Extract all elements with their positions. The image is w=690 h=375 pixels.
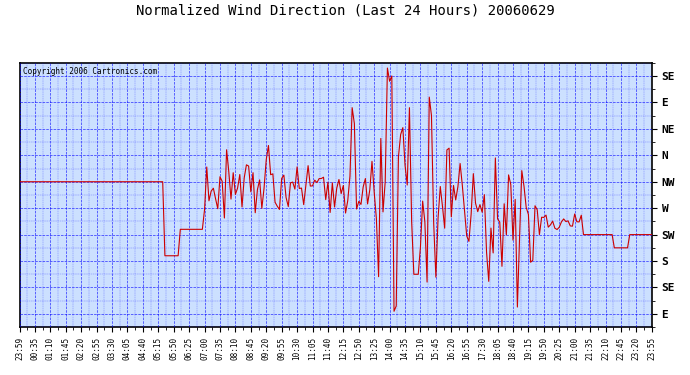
Text: Normalized Wind Direction (Last 24 Hours) 20060629: Normalized Wind Direction (Last 24 Hours…: [136, 4, 554, 18]
Text: Copyright 2006 Cartronics.com: Copyright 2006 Cartronics.com: [23, 67, 157, 76]
